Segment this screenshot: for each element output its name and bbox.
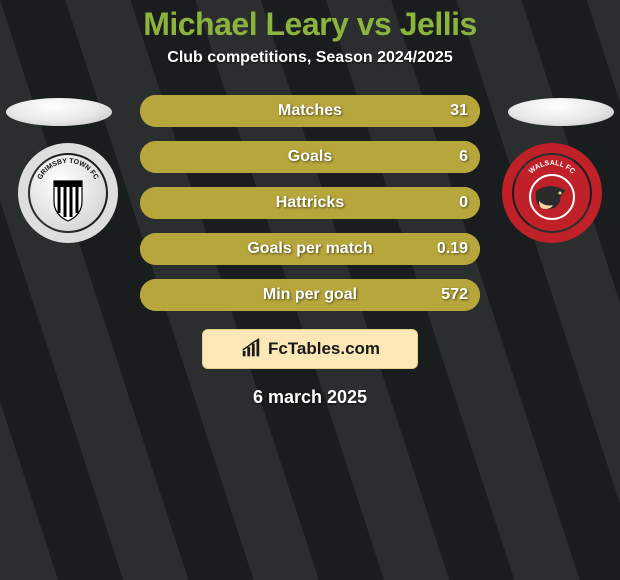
stat-fill-right xyxy=(140,279,480,311)
stat-fill-right xyxy=(140,233,480,265)
club-badge-left: GRIMSBY TOWN FC xyxy=(18,143,118,243)
badge-inner: WALSALL FC xyxy=(512,153,592,233)
stat-rows: Matches31 Goals6 Hattricks0 Goals per match… xyxy=(140,95,480,311)
stat-row: Matches31 xyxy=(140,95,480,127)
brand-text: FcTables.com xyxy=(268,339,380,359)
stat-fill-right xyxy=(140,141,480,173)
walsall-crest-icon: WALSALL FC xyxy=(512,153,592,233)
player-right-photo xyxy=(508,98,614,126)
stat-row: Min per goal572 xyxy=(140,279,480,311)
stage: GRIMSBY TOWN FC xyxy=(0,95,620,408)
stat-fill-left xyxy=(140,187,310,219)
stat-fill-right xyxy=(140,95,480,127)
club-badge-right: WALSALL FC xyxy=(502,143,602,243)
stat-row: Goals6 xyxy=(140,141,480,173)
stat-row: Hattricks0 xyxy=(140,187,480,219)
bar-chart-icon xyxy=(240,338,262,360)
grimsby-crest-icon: GRIMSBY TOWN FC xyxy=(28,153,108,233)
player-left-photo xyxy=(6,98,112,126)
brand-badge: FcTables.com xyxy=(202,329,418,369)
subtitle: Club competitions, Season 2024/2025 xyxy=(167,49,452,67)
badge-inner: GRIMSBY TOWN FC xyxy=(28,153,108,233)
stat-row: Goals per match0.19 xyxy=(140,233,480,265)
content: Michael Leary vs Jellis Club competition… xyxy=(0,0,620,580)
page-title: Michael Leary vs Jellis xyxy=(143,6,477,43)
stat-fill-right xyxy=(310,187,480,219)
date-text: 6 march 2025 xyxy=(0,387,620,408)
